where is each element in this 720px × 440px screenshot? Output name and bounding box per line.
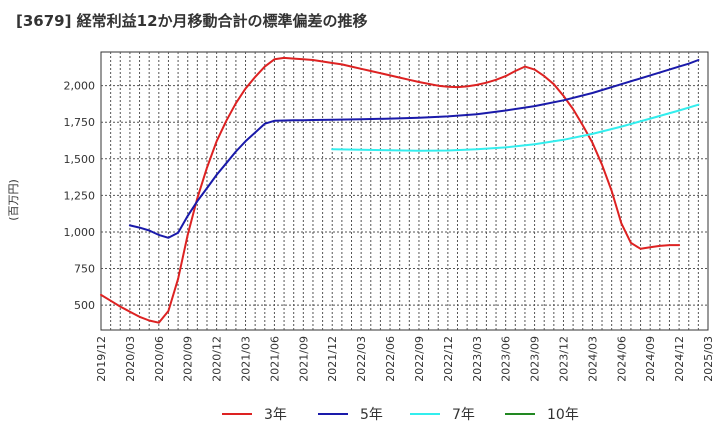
x-tick-label: 2020/09 [182, 336, 195, 382]
x-tick-label: 2025/03 [702, 336, 715, 382]
legend-label: 10年 [547, 407, 579, 423]
x-tick-label: 2022/03 [355, 336, 368, 382]
x-tick-label: 2024/09 [644, 336, 657, 382]
y-tick-label: 1,250 [64, 189, 96, 202]
x-tick-label: 2024/12 [673, 336, 686, 382]
x-tick-label: 2023/03 [471, 336, 484, 382]
x-tick-label: 2021/12 [326, 336, 339, 382]
x-tick-label: 2020/03 [124, 336, 137, 382]
legend-label: 5年 [360, 407, 383, 423]
legend: 3年 5年 7年 10年 [222, 407, 579, 423]
x-tick-label: 2023/09 [529, 336, 542, 382]
chart-title: [3679] 経常利益12か月移動合計の標準偏差の推移 [16, 12, 368, 30]
y-axis-ticks: 500 750 1,000 1,250 1,500 1,750 2,000 [64, 80, 96, 312]
x-tick-label: 2020/12 [211, 336, 224, 382]
x-tick-label: 2022/09 [413, 336, 426, 382]
series-line-2 [331, 103, 700, 152]
x-tick-label: 2021/06 [268, 336, 281, 382]
x-tick-label: 2021/03 [240, 336, 253, 382]
x-tick-label: 2021/09 [297, 336, 310, 382]
y-tick-label: 750 [74, 263, 95, 276]
x-tick-label: 2022/12 [442, 336, 455, 382]
y-tick-label: 1,000 [64, 226, 96, 239]
y-axis-label: (百万円) [7, 179, 20, 221]
y-tick-label: 1,500 [64, 153, 96, 166]
x-tick-label: 2023/06 [500, 336, 513, 382]
series-line-1 [128, 59, 700, 239]
x-tick-label: 2023/12 [557, 336, 570, 382]
y-tick-label: 2,000 [64, 80, 96, 93]
x-tick-label: 2024/06 [615, 336, 628, 382]
series-line-0 [100, 56, 681, 324]
x-tick-label: 2019/12 [95, 336, 108, 382]
x-tick-label: 2024/03 [586, 336, 599, 382]
legend-label: 3年 [264, 407, 287, 423]
y-tick-label: 500 [74, 299, 95, 312]
plot-area-border [100, 51, 709, 331]
legend-label: 7年 [452, 407, 475, 423]
y-tick-label: 1,750 [64, 116, 96, 129]
series-lines [100, 56, 700, 324]
x-tick-label: 2020/06 [153, 336, 166, 382]
x-axis-ticks: 2019/12 2020/03 2020/06 2020/09 2020/12 2021/… [95, 336, 715, 382]
x-tick-label: 2022/06 [384, 336, 397, 382]
